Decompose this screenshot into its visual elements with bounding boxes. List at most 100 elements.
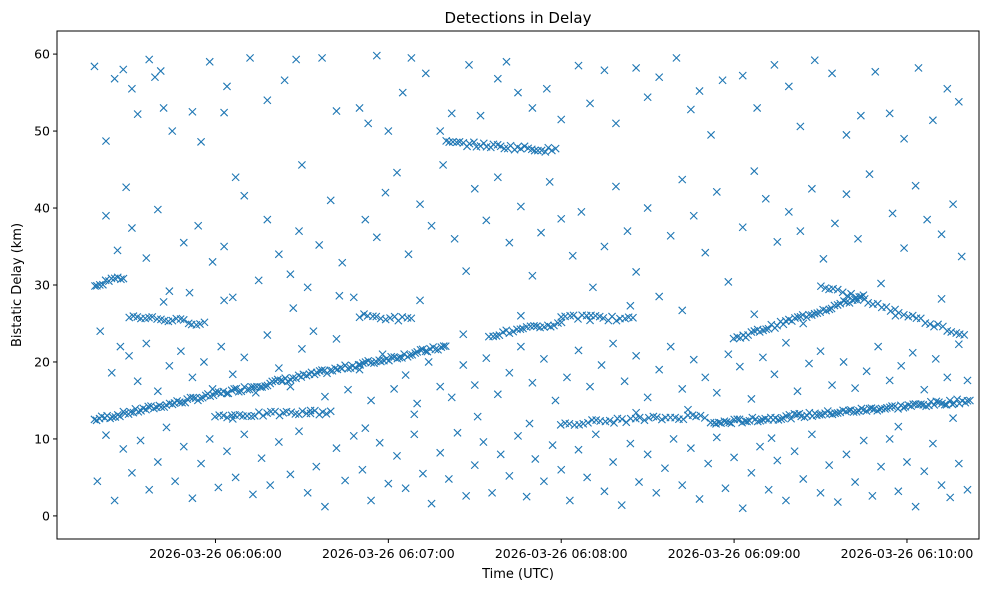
data-point-marker [312,462,321,471]
data-point-marker [609,339,618,348]
data-point-marker [502,57,511,66]
data-point-marker [626,439,635,448]
data-point-marker [482,354,491,363]
data-point-marker [781,338,790,347]
data-point-marker [418,469,427,478]
data-point-marker [176,347,185,356]
data-point-marker [372,312,381,321]
data-point-marker [292,55,301,64]
data-point-marker [753,103,762,112]
data-point-marker [372,51,381,60]
data-point-marker [231,473,240,482]
data-point-marker [932,397,941,406]
data-point-marker [298,407,307,416]
data-point-marker [531,454,540,463]
data-point-marker [208,257,217,266]
data-point-marker [459,361,468,370]
data-point-marker [148,312,157,321]
data-point-marker [865,170,874,179]
data-point-marker [492,331,501,340]
data-point-marker [712,433,721,442]
data-point-marker [833,285,842,294]
data-point-marker [891,311,900,320]
x-tick-label: 2026-03-26 06:06:00 [149,546,282,561]
data-point-marker [678,481,687,490]
data-point-marker [436,382,445,391]
data-point-marker [733,333,742,342]
data-point-marker [689,355,698,364]
data-point-marker [96,327,105,336]
data-point-marker [462,267,471,276]
data-point-marker [153,458,162,467]
data-point-marker [473,412,482,421]
data-point-marker [819,254,828,263]
data-point-marker [920,467,929,476]
data-point-marker [586,99,595,108]
data-point-marker [547,146,556,155]
data-point-marker [303,488,312,497]
data-point-marker [355,365,364,374]
data-point-marker [839,297,848,306]
data-point-marker [384,356,393,365]
data-point-marker [937,230,946,239]
data-point-marker [444,474,453,483]
data-point-marker [725,418,734,427]
data-point-marker [609,458,618,467]
data-point-marker [937,481,946,490]
data-point-marker [537,228,546,237]
data-point-marker [586,316,595,325]
data-point-marker [916,400,925,409]
data-point-marker [228,414,237,423]
data-point-marker [628,313,637,322]
data-point-marker [539,354,548,363]
data-point-marker [724,350,733,359]
data-point-marker [387,352,396,361]
data-point-marker [188,107,197,116]
data-point-marker [259,411,268,420]
data-point-marker [505,368,514,377]
data-point-marker [411,349,420,358]
data-point-marker [632,408,641,417]
y-tick-label: 30 [34,278,50,293]
data-point-marker [261,382,270,391]
data-point-marker [833,498,842,507]
data-point-marker [367,396,376,405]
data-point-marker [489,332,498,341]
data-point-marker [902,458,911,467]
data-point-marker [945,396,954,405]
data-point-marker [251,388,260,397]
data-point-marker [220,296,229,305]
data-point-marker [297,344,306,353]
data-point-marker [431,345,440,354]
data-point-marker [257,454,266,463]
data-point-marker [701,373,710,382]
data-point-marker [263,331,272,340]
data-point-marker [557,214,566,223]
data-point-marker [747,468,756,477]
data-point-marker [392,451,401,460]
data-point-marker [98,280,107,289]
data-point-marker [750,310,759,319]
data-point-marker [526,322,535,331]
data-point-marker [632,351,641,360]
data-point-marker [784,207,793,216]
data-point-marker [525,419,534,428]
data-point-marker [819,305,828,314]
x-axis-label: Time (UTC) [481,567,554,582]
data-point-marker [286,382,295,391]
data-point-marker [657,415,666,424]
data-point-marker [562,373,571,382]
data-point-marker [493,74,502,83]
data-point-marker [416,200,425,209]
data-point-marker [828,381,837,390]
data-point-marker [416,345,425,354]
data-point-marker [173,396,182,405]
data-point-marker [965,396,974,405]
data-point-marker [205,434,214,443]
data-point-marker [199,357,208,366]
data-point-marker [349,293,358,302]
data-point-marker [231,173,240,182]
data-point-marker [156,67,165,76]
data-point-marker [730,453,739,462]
data-point-marker [179,442,188,451]
